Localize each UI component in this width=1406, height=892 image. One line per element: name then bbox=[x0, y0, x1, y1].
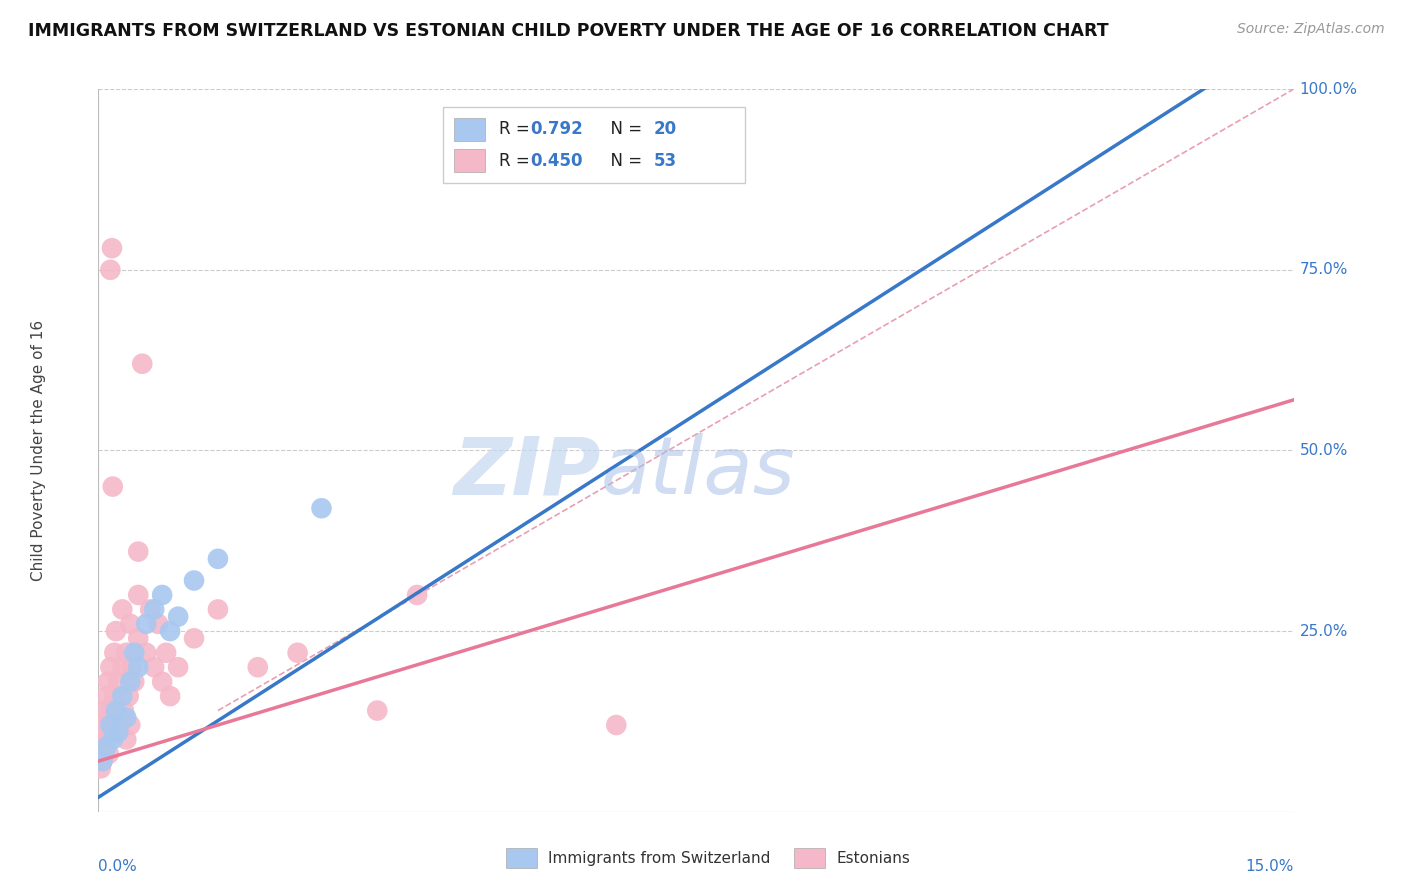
Text: 0.450: 0.450 bbox=[530, 152, 582, 169]
Point bbox=[110, 718, 132, 732]
Point bbox=[104, 624, 127, 639]
Point bbox=[167, 660, 190, 674]
Text: 0.792: 0.792 bbox=[530, 120, 583, 138]
Point bbox=[127, 588, 149, 602]
Point bbox=[115, 732, 138, 747]
Point bbox=[107, 725, 129, 739]
Point bbox=[143, 660, 166, 674]
Text: Estonians: Estonians bbox=[837, 851, 911, 865]
Point bbox=[98, 262, 122, 277]
Point bbox=[148, 616, 170, 631]
Point bbox=[139, 602, 162, 616]
Point bbox=[91, 754, 114, 768]
Text: 53: 53 bbox=[654, 152, 676, 169]
Text: N =: N = bbox=[600, 152, 648, 169]
Point bbox=[183, 632, 205, 646]
Point bbox=[127, 632, 149, 646]
Point bbox=[124, 674, 146, 689]
Point bbox=[406, 588, 429, 602]
Point bbox=[628, 111, 651, 125]
Text: R =: R = bbox=[499, 120, 536, 138]
Point bbox=[103, 646, 125, 660]
Point bbox=[120, 674, 142, 689]
Text: 25.0%: 25.0% bbox=[1299, 624, 1348, 639]
Point bbox=[287, 646, 309, 660]
Point bbox=[104, 704, 127, 718]
Point bbox=[120, 718, 142, 732]
Point bbox=[96, 732, 118, 747]
Point bbox=[101, 241, 124, 255]
Point bbox=[605, 718, 627, 732]
Point bbox=[103, 689, 125, 703]
Text: atlas: atlas bbox=[600, 434, 796, 511]
Point bbox=[118, 689, 141, 703]
Point bbox=[127, 660, 149, 674]
Point bbox=[111, 689, 134, 703]
Point bbox=[98, 704, 122, 718]
Point bbox=[207, 602, 229, 616]
Point bbox=[97, 747, 120, 761]
Text: Immigrants from Switzerland: Immigrants from Switzerland bbox=[548, 851, 770, 865]
Point bbox=[101, 732, 124, 747]
Point bbox=[121, 660, 143, 674]
Point bbox=[98, 660, 122, 674]
Text: 15.0%: 15.0% bbox=[1246, 859, 1294, 873]
Point bbox=[91, 718, 114, 732]
Point bbox=[150, 674, 173, 689]
Point bbox=[159, 689, 181, 703]
Point bbox=[159, 624, 181, 639]
Point bbox=[112, 704, 135, 718]
Point bbox=[101, 480, 124, 494]
Point bbox=[90, 732, 112, 747]
Point bbox=[91, 739, 114, 754]
Point bbox=[183, 574, 205, 588]
Text: R =: R = bbox=[499, 152, 536, 169]
Point bbox=[143, 602, 166, 616]
Point bbox=[311, 501, 333, 516]
Point bbox=[96, 739, 118, 754]
Point bbox=[135, 616, 157, 631]
Text: 75.0%: 75.0% bbox=[1299, 262, 1348, 277]
Point bbox=[111, 602, 134, 616]
Text: Source: ZipAtlas.com: Source: ZipAtlas.com bbox=[1237, 22, 1385, 37]
Point bbox=[120, 616, 142, 631]
Text: 50.0%: 50.0% bbox=[1299, 443, 1348, 458]
Point bbox=[91, 754, 114, 768]
Point bbox=[207, 551, 229, 566]
Point bbox=[98, 718, 122, 732]
Point bbox=[111, 660, 134, 674]
Point bbox=[94, 747, 117, 761]
Point bbox=[366, 704, 388, 718]
Point bbox=[135, 646, 157, 660]
Point bbox=[155, 646, 177, 660]
Point bbox=[94, 704, 117, 718]
Text: 100.0%: 100.0% bbox=[1299, 82, 1358, 96]
Text: N =: N = bbox=[600, 120, 648, 138]
Text: Child Poverty Under the Age of 16: Child Poverty Under the Age of 16 bbox=[31, 320, 46, 581]
Point bbox=[131, 357, 153, 371]
Point bbox=[96, 689, 118, 703]
Point bbox=[150, 588, 173, 602]
Point bbox=[115, 711, 138, 725]
Point bbox=[93, 725, 115, 739]
Text: 20: 20 bbox=[654, 120, 676, 138]
Text: IMMIGRANTS FROM SWITZERLAND VS ESTONIAN CHILD POVERTY UNDER THE AGE OF 16 CORREL: IMMIGRANTS FROM SWITZERLAND VS ESTONIAN … bbox=[28, 22, 1109, 40]
Point bbox=[127, 544, 149, 558]
Point bbox=[107, 674, 129, 689]
Point bbox=[97, 718, 120, 732]
Point bbox=[89, 747, 111, 761]
Text: 0.0%: 0.0% bbox=[98, 859, 138, 873]
Text: ZIP: ZIP bbox=[453, 434, 600, 511]
Point bbox=[90, 761, 112, 775]
Point bbox=[97, 674, 120, 689]
Point bbox=[167, 609, 190, 624]
Point bbox=[124, 646, 146, 660]
Point bbox=[115, 646, 138, 660]
Point bbox=[246, 660, 269, 674]
